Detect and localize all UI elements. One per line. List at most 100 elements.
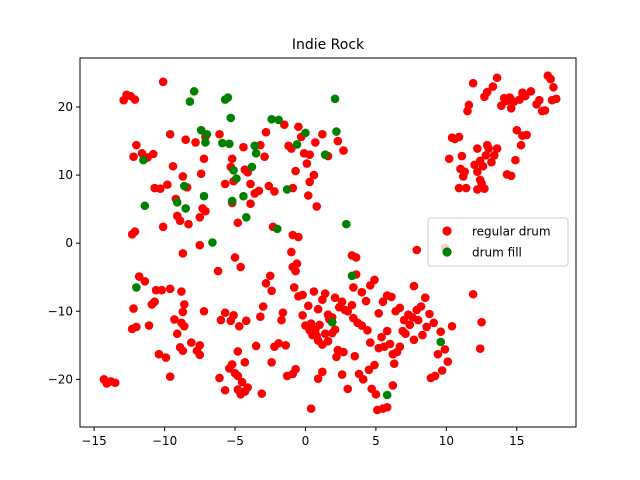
point-regular-drum [215,373,224,383]
point-regular-drum [144,321,154,330]
point-regular-drum [357,321,367,330]
point-regular-drum [140,277,150,286]
point-regular-drum [480,184,489,194]
point-regular-drum [522,130,531,140]
point-regular-drum [425,309,434,319]
point-regular-drum [337,370,347,379]
point-drum-fill [223,93,233,102]
point-regular-drum [520,91,530,101]
point-regular-drum [339,146,348,155]
point-regular-drum [287,247,296,257]
point-regular-drum [305,177,314,187]
point-regular-drum [332,352,341,362]
point-regular-drum [430,371,440,381]
point-regular-drum [315,320,324,330]
point-regular-drum [395,342,405,351]
point-regular-drum [303,191,313,200]
legend-box [427,217,569,267]
y-tick-label: −20 [48,372,73,386]
point-drum-fill [301,128,310,138]
point-regular-drum [350,351,360,361]
point-regular-drum [130,95,140,104]
point-regular-drum [256,312,265,322]
point-regular-drum [320,289,330,298]
point-regular-drum [179,300,189,309]
point-regular-drum [318,367,327,377]
point-regular-drum [165,372,175,381]
point-regular-drum [154,349,164,359]
point-regular-drum [444,154,454,164]
point-regular-drum [227,360,237,369]
point-regular-drum [511,155,520,165]
point-drum-fill [436,337,446,347]
legend-label-drum-fill: drum fill [472,246,522,260]
y-tick-label: 0 [65,236,73,250]
point-regular-drum [454,132,464,142]
point-regular-drum [251,341,261,351]
point-regular-drum [549,82,558,92]
point-regular-drum [195,350,205,360]
point-regular-drum [298,311,307,320]
point-drum-fill [282,185,292,194]
point-regular-drum [418,330,427,340]
point-regular-drum [291,166,300,176]
point-drum-fill [239,191,248,201]
point-regular-drum [240,358,250,367]
point-drum-fill [250,141,260,151]
point-regular-drum [309,170,319,180]
point-regular-drum [291,364,300,374]
point-regular-drum [233,218,243,228]
point-drum-fill [320,150,330,159]
point-regular-drum [433,349,443,359]
point-regular-drum [264,181,274,191]
point-regular-drum [230,253,240,262]
point-regular-drum [309,287,319,296]
point-regular-drum [497,101,506,110]
point-regular-drum [437,366,447,375]
point-drum-fill [241,213,251,222]
point-regular-drum [201,206,210,216]
point-regular-drum [460,167,469,176]
point-regular-drum [482,140,492,150]
point-regular-drum [156,184,165,194]
point-regular-drum [339,347,348,357]
point-regular-drum [337,297,347,307]
x-tick-label: 0 [302,434,310,448]
point-regular-drum [158,77,168,87]
point-regular-drum [261,127,271,137]
point-drum-fill [330,94,340,104]
x-tick-label: 15 [509,434,524,448]
point-regular-drum [254,186,264,196]
x-tick-label: −10 [152,434,177,448]
point-drum-fill [189,87,199,96]
point-regular-drum [343,306,353,316]
x-tick-label: 10 [439,434,454,448]
point-regular-drum [243,383,252,392]
point-regular-drum [161,353,171,362]
point-regular-drum [361,296,371,306]
point-regular-drum [237,377,247,387]
point-regular-drum [370,360,379,370]
point-regular-drum [468,289,478,299]
point-regular-drum [535,95,544,105]
point-regular-drum [395,303,405,313]
point-drum-fill [172,198,182,207]
point-drum-fill [232,174,241,183]
point-regular-drum [409,281,419,291]
point-drum-fill [181,204,190,213]
point-regular-drum [165,129,175,139]
point-regular-drum [220,179,230,189]
point-regular-drum [132,140,141,150]
point-regular-drum [148,149,158,159]
point-drum-fill [347,271,357,281]
point-regular-drum [516,140,526,150]
point-regular-drum [374,309,384,318]
point-drum-fill [218,138,227,148]
point-regular-drum [349,283,358,292]
point-regular-drum [294,122,303,132]
x-tick-label: 5 [372,434,380,448]
point-regular-drum [473,167,482,176]
point-regular-drum [457,151,467,161]
point-regular-drum [492,73,502,83]
point-regular-drum [130,227,140,236]
